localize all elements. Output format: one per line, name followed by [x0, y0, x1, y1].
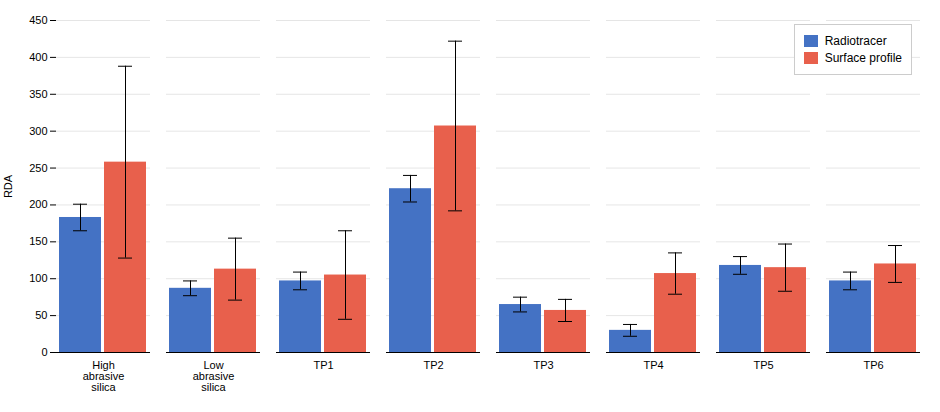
- svg-text:TP6: TP6: [863, 359, 883, 371]
- svg-text:Lowabrasivesilica: Lowabrasivesilica: [193, 359, 235, 393]
- svg-text:TP2: TP2: [423, 359, 443, 371]
- svg-text:450: 450: [29, 14, 47, 26]
- svg-text:TP3: TP3: [533, 359, 553, 371]
- svg-text:400: 400: [29, 51, 47, 63]
- html-text:Radiotracer: Radiotracer: [824, 34, 887, 48]
- svg-text:200: 200: [29, 198, 47, 210]
- svg-text:100: 100: [29, 272, 47, 284]
- svg-text:250: 250: [29, 162, 47, 174]
- svg-text:Highabrasivesilica: Highabrasivesilica: [83, 359, 125, 393]
- svg-text:RDA: RDA: [2, 174, 14, 198]
- svg-text:300: 300: [29, 125, 47, 137]
- svg-text:TP5: TP5: [753, 359, 773, 371]
- svg-text:50: 50: [35, 309, 47, 321]
- svg-text:0: 0: [41, 346, 47, 358]
- html-text:Surface profile: Surface profile: [824, 51, 902, 65]
- svg-text:TP1: TP1: [313, 359, 333, 371]
- svg-text:150: 150: [29, 235, 47, 247]
- svg-text:TP4: TP4: [643, 359, 663, 371]
- svg-text:350: 350: [29, 88, 47, 100]
